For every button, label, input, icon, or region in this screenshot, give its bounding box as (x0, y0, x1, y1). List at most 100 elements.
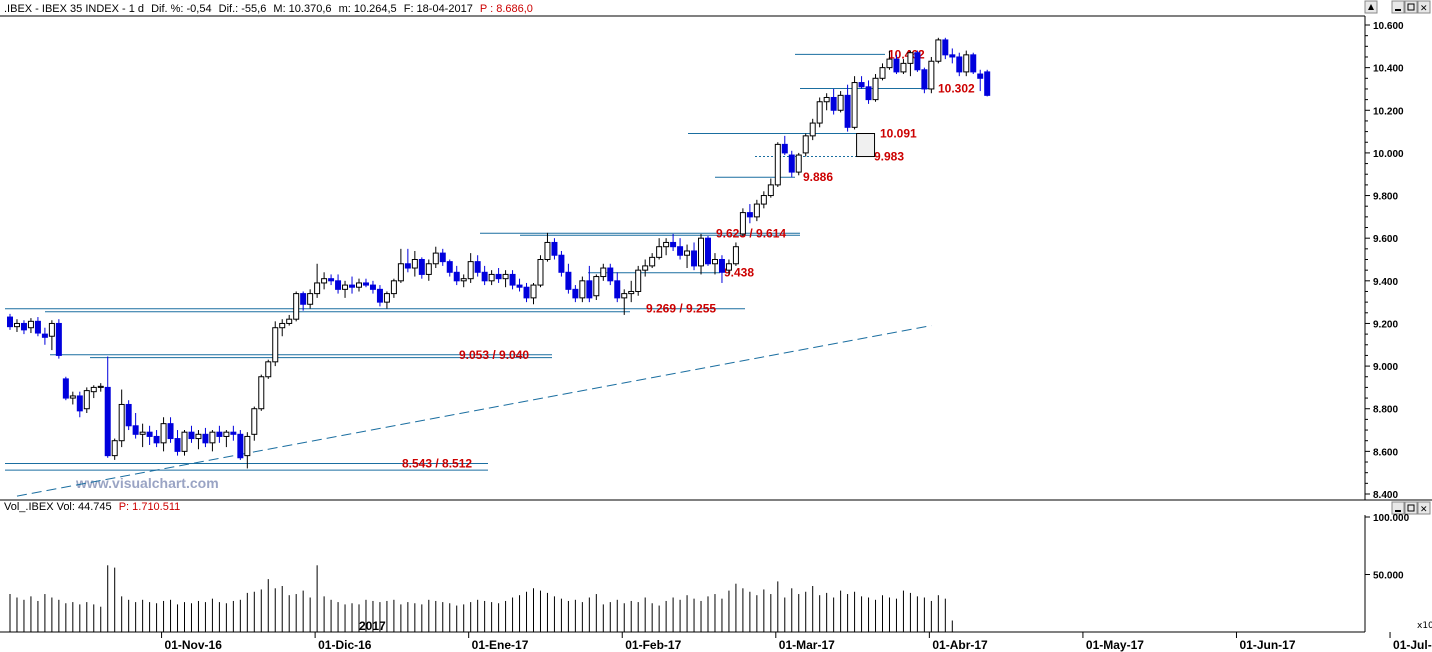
svg-text:Vol_.IBEX Vol: 44.745 P: 1: Vol_.IBEX Vol: 44.745 P: 1.710.511 (4, 501, 180, 513)
price-tick-label: 9.600 (1373, 234, 1398, 245)
candle-bull (425, 263, 432, 275)
price-panel-close-button[interactable] (1417, 0, 1431, 14)
candle-bear (718, 259, 725, 273)
candle-bull (244, 435, 251, 457)
close-icon: ✕ (1420, 505, 1428, 515)
time-tick-label: 01-May-17 (1086, 638, 1144, 652)
header-dif-pct: Dif. %: -0,54 (151, 3, 212, 15)
price-tick-label: 10.000 (1373, 149, 1404, 160)
price-panel-minimize-button[interactable] (1391, 0, 1405, 14)
candle-bull (621, 293, 628, 299)
candle-bull (635, 269, 642, 292)
candle-bear (132, 425, 139, 435)
candle-bull (13, 322, 20, 328)
volume-prev: P: 1.710.511 (119, 501, 181, 513)
trendline (16, 325, 932, 497)
candle-bull (802, 135, 809, 154)
candle-bull (698, 237, 705, 267)
level-label: 10.302 (938, 82, 975, 96)
candle-bull (642, 265, 649, 271)
candle-bull (579, 280, 586, 299)
price-header-bar (0, 0, 1365, 16)
candle-bear (949, 54, 956, 58)
candle-bear (865, 86, 872, 101)
volume-tick-label: 50.000 (1373, 571, 1404, 582)
watermark: www.visualchart.com (75, 475, 219, 491)
candle-bear (62, 378, 69, 399)
close-icon: ✕ (1420, 4, 1428, 14)
candle-bull (963, 54, 970, 73)
candle-bull (809, 122, 816, 137)
candle-bull (753, 203, 760, 218)
candle-bull (725, 263, 732, 271)
candle-bear (216, 431, 223, 437)
candle-bear (970, 54, 977, 73)
header-prev: P : 8.686,0 (480, 3, 533, 15)
candle-bull (760, 195, 767, 205)
candle-bull (684, 250, 691, 256)
candle-bull (342, 284, 349, 290)
price-tick-label: 9.400 (1373, 277, 1398, 288)
candle-bear (956, 56, 963, 73)
candle-bull (139, 431, 146, 435)
candle-bull (537, 259, 544, 286)
candle-bull (879, 67, 886, 79)
gap-box (856, 133, 876, 158)
candle-bear (788, 154, 795, 173)
candle-bull (27, 320, 34, 329)
candle-bull (83, 390, 90, 410)
candle-bull (711, 259, 718, 265)
candle-bull (823, 96, 830, 103)
header-date: F: 18-04-2017 (404, 3, 473, 15)
candle-bear (41, 333, 48, 338)
price-panel-maximize-button[interactable] (1404, 0, 1418, 14)
price-tick-label: 8.600 (1373, 447, 1398, 458)
candle-bull (118, 403, 125, 442)
candle-bull (900, 62, 907, 73)
candle-bear (328, 278, 335, 282)
time-tick-label: 01-Jun-17 (1239, 638, 1295, 652)
candle-bull (432, 252, 439, 265)
candle-bear (34, 320, 41, 334)
candle-bull (767, 184, 774, 197)
candle-bear (705, 237, 711, 265)
candle-bull (544, 241, 551, 260)
candle-bull (181, 431, 188, 452)
candle-bull (321, 278, 328, 284)
candle-bull (390, 280, 397, 295)
candle-bull (460, 278, 467, 282)
candle-bear (104, 386, 111, 457)
candle-bear (565, 271, 572, 290)
volume-label: Vol_.IBEX Vol: 44.745 (4, 501, 112, 513)
candle-bull (279, 322, 286, 329)
volume-panel-close-button[interactable] (1417, 501, 1431, 515)
candle-bull (48, 322, 55, 337)
candle-bull (886, 58, 893, 69)
header-max: M: 10.370,6 (273, 3, 331, 15)
candle-bull (160, 423, 167, 444)
candle-bear (858, 82, 865, 88)
candle-bull (795, 154, 802, 173)
candle-bull (816, 101, 823, 124)
candle-bull (851, 82, 858, 128)
candle-bear (586, 280, 593, 299)
price-tick-label: 9.000 (1373, 362, 1398, 373)
candle-bull (663, 241, 670, 248)
candle-bear (404, 263, 411, 269)
candle-bear (614, 280, 621, 299)
scale-x10-label: x10 (1417, 621, 1432, 631)
maximize-icon (1407, 3, 1415, 11)
price-panel-buttons[interactable]: ✕ (1364, 0, 1431, 14)
volume-panel-buttons[interactable]: ✕ (1391, 501, 1431, 515)
candle-bear (942, 39, 949, 56)
candle-bear (362, 282, 369, 286)
level-label: 9.053 / 9.040 (459, 348, 529, 362)
candle-bear (20, 322, 27, 331)
candle-bear (188, 431, 195, 440)
candle-bear (830, 96, 837, 111)
time-tick-label: 01-Jul-17 (1393, 638, 1432, 652)
candle-bull (837, 94, 844, 111)
candle-bull (383, 293, 390, 303)
